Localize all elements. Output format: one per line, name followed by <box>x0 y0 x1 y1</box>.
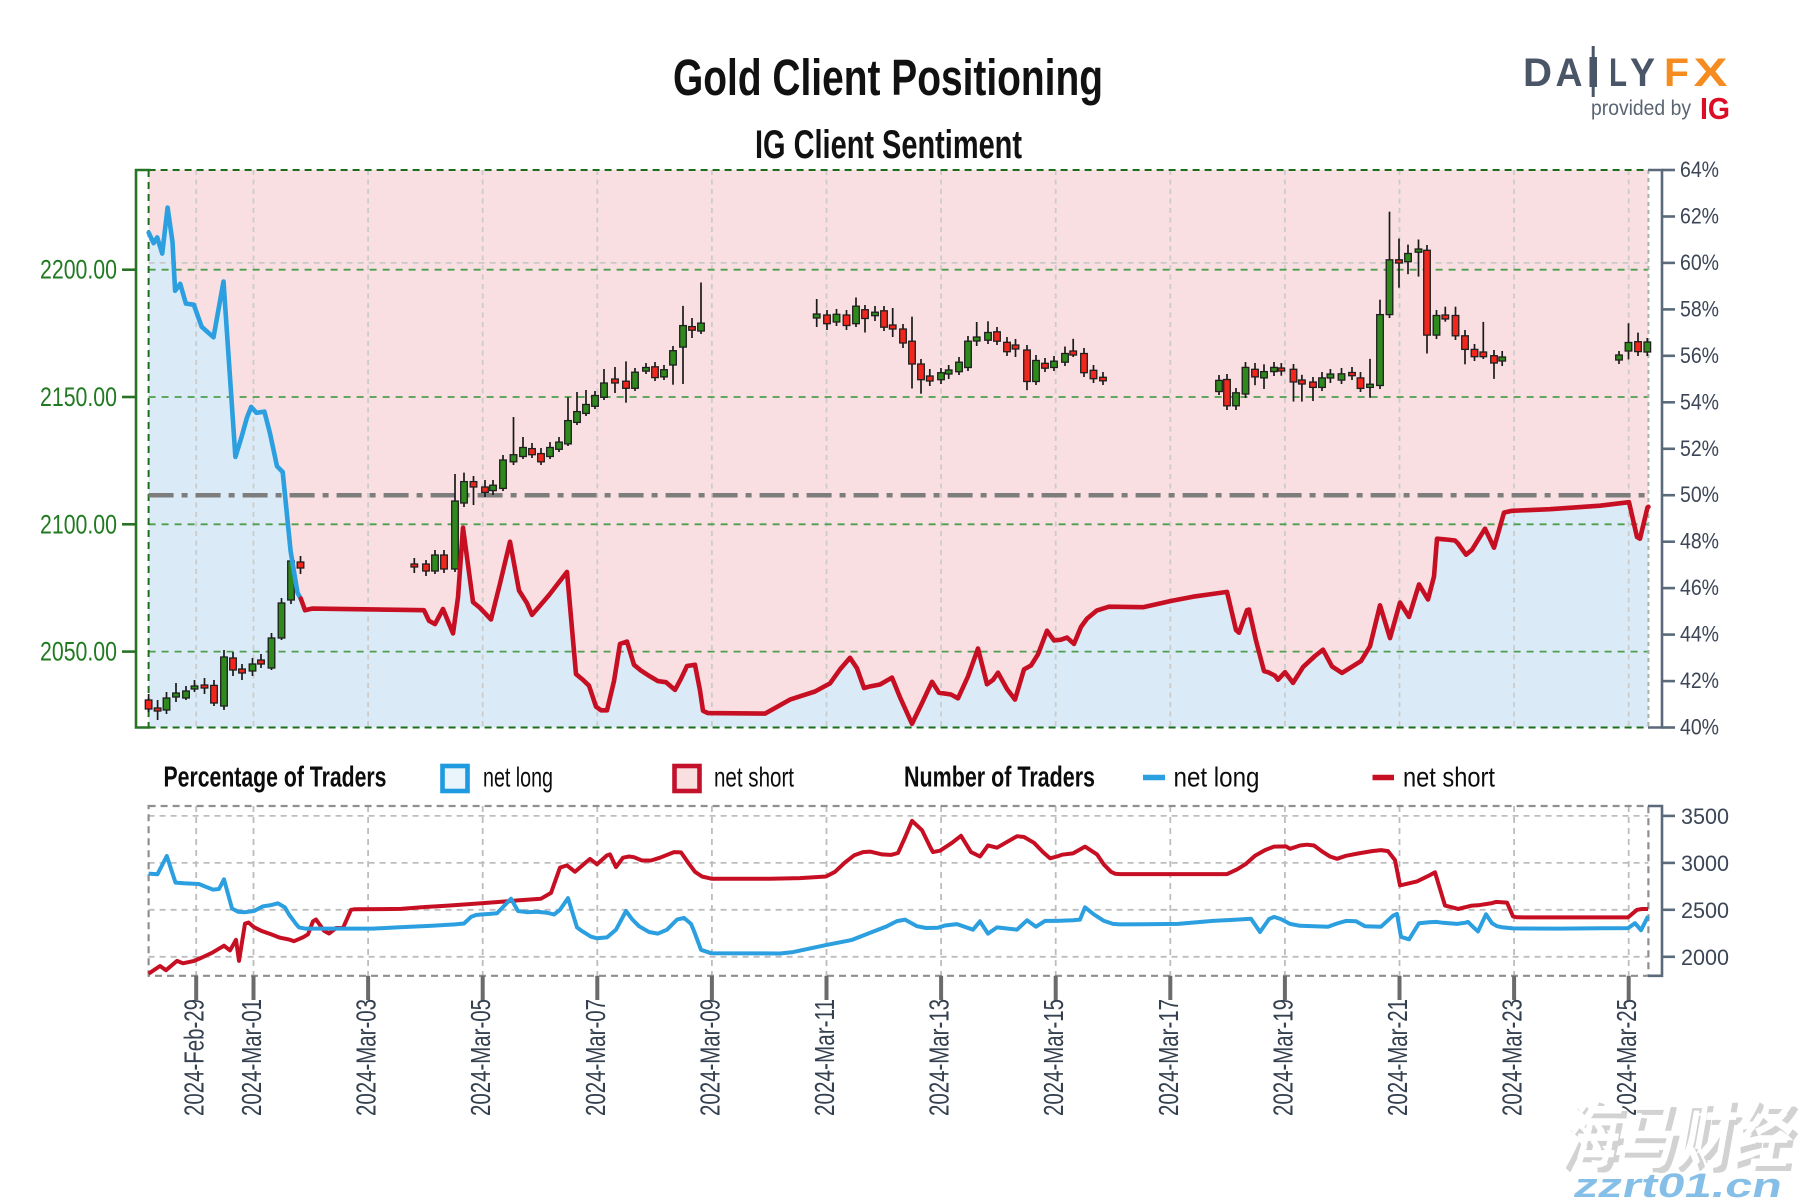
svg-text:IG: IG <box>1700 91 1730 126</box>
svg-text:50%: 50% <box>1680 482 1719 507</box>
svg-text:3000: 3000 <box>1681 851 1729 876</box>
svg-text:58%: 58% <box>1680 296 1719 321</box>
svg-text:2024-Feb-29: 2024-Feb-29 <box>179 999 210 1116</box>
svg-text:2024-Mar-19: 2024-Mar-19 <box>1267 999 1298 1116</box>
svg-text:L: L <box>1609 51 1627 95</box>
svg-text:net long: net long <box>1174 762 1260 793</box>
svg-text:2024-Mar-21: 2024-Mar-21 <box>1382 999 1413 1116</box>
svg-text:44%: 44% <box>1680 622 1719 647</box>
svg-text:2024-Mar-03: 2024-Mar-03 <box>351 999 382 1116</box>
svg-text:海马财经: 海马财经 <box>1555 1094 1800 1177</box>
svg-text:2024-Mar-01: 2024-Mar-01 <box>236 999 267 1116</box>
svg-text:40%: 40% <box>1680 715 1719 740</box>
svg-text:54%: 54% <box>1680 389 1719 414</box>
svg-text:Y: Y <box>1630 51 1655 95</box>
svg-text:2024-Mar-07: 2024-Mar-07 <box>580 999 611 1116</box>
svg-text:60%: 60% <box>1680 250 1719 275</box>
svg-text:net short: net short <box>1403 762 1495 793</box>
svg-text:net short: net short <box>714 762 794 793</box>
svg-text:Percentage of Traders: Percentage of Traders <box>164 762 387 794</box>
svg-text:3500: 3500 <box>1681 804 1729 829</box>
svg-text:A: A <box>1556 51 1583 95</box>
svg-text:2200.00: 2200.00 <box>40 255 117 285</box>
svg-text:2500: 2500 <box>1681 898 1729 923</box>
svg-text:52%: 52% <box>1680 436 1719 461</box>
svg-text:2024-Mar-15: 2024-Mar-15 <box>1038 999 1069 1116</box>
svg-text:2024-Mar-23: 2024-Mar-23 <box>1497 999 1528 1116</box>
svg-text:2000: 2000 <box>1681 945 1729 970</box>
svg-text:2050.00: 2050.00 <box>40 637 117 667</box>
svg-text:2024-Mar-13: 2024-Mar-13 <box>924 999 955 1116</box>
svg-text:zzrt01.cn: zzrt01.cn <box>1570 1167 1786 1200</box>
svg-text:2024-Mar-17: 2024-Mar-17 <box>1153 999 1184 1116</box>
svg-text:provided by: provided by <box>1591 97 1691 120</box>
svg-text:64%: 64% <box>1680 157 1719 182</box>
svg-text:46%: 46% <box>1680 575 1719 600</box>
svg-text:D: D <box>1523 51 1552 95</box>
svg-text:62%: 62% <box>1680 204 1719 229</box>
svg-text:2024-Mar-05: 2024-Mar-05 <box>465 999 496 1116</box>
svg-text:F: F <box>1664 51 1689 95</box>
svg-text:net long: net long <box>483 762 553 793</box>
svg-text:2024-Mar-09: 2024-Mar-09 <box>694 999 725 1116</box>
svg-text:2150.00: 2150.00 <box>40 382 117 412</box>
svg-text:Gold Client Positioning: Gold Client Positioning <box>673 49 1103 106</box>
svg-text:42%: 42% <box>1680 668 1719 693</box>
svg-text:IG Client Sentiment: IG Client Sentiment <box>755 123 1022 167</box>
svg-text:2024-Mar-25: 2024-Mar-25 <box>1611 999 1642 1116</box>
svg-text:Number of Traders: Number of Traders <box>904 762 1095 794</box>
svg-text:56%: 56% <box>1680 343 1719 368</box>
svg-text:X: X <box>1694 51 1728 95</box>
svg-text:48%: 48% <box>1680 529 1719 554</box>
svg-text:海马财经: 海马财经 <box>1560 1099 1800 1182</box>
svg-text:2024-Mar-11: 2024-Mar-11 <box>809 999 840 1116</box>
svg-text:2100.00: 2100.00 <box>40 509 117 539</box>
